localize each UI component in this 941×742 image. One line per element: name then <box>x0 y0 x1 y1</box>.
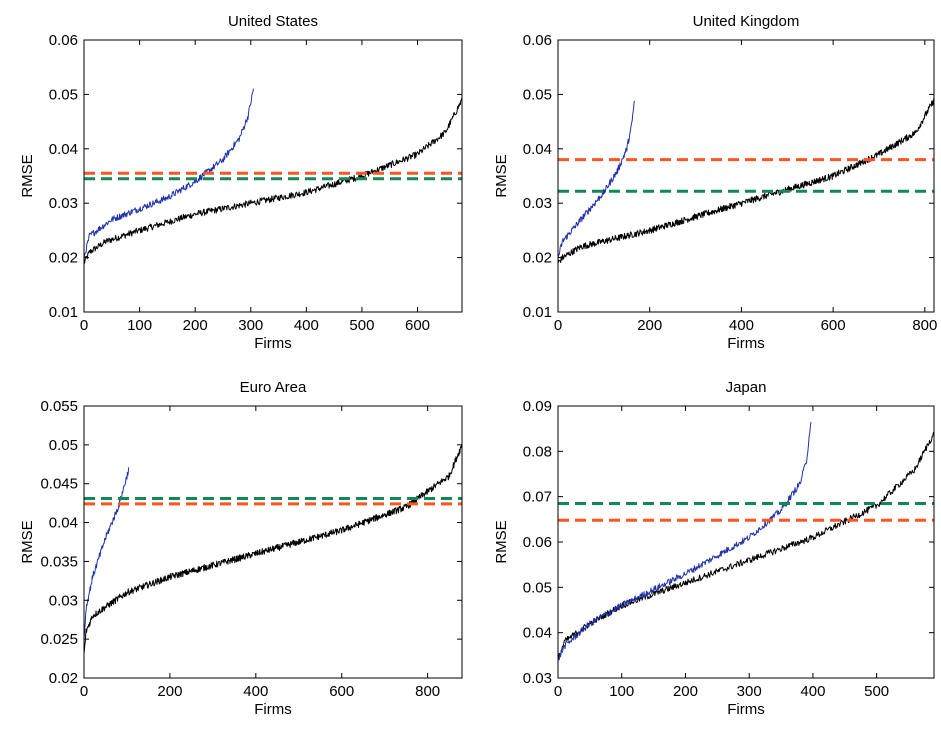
y-tick-label: 0.04 <box>523 625 552 642</box>
x-axis-label: Firms <box>254 335 292 352</box>
y-tick-label: 0.03 <box>523 195 552 212</box>
x-tick-label: 400 <box>729 317 754 334</box>
x-tick-label: 500 <box>864 683 889 700</box>
axes-frame <box>557 39 935 313</box>
x-tick-label: 0 <box>554 317 562 334</box>
x-axis-label: Firms <box>254 701 292 718</box>
x-tick-label: 100 <box>609 683 634 700</box>
y-tick-label: 0.05 <box>523 86 552 103</box>
x-tick-label: 800 <box>415 683 440 700</box>
panel-title: United States <box>228 13 318 30</box>
x-tick-label: 300 <box>238 317 263 334</box>
y-tick-label: 0.03 <box>49 195 78 212</box>
y-tick-label: 0.05 <box>49 86 78 103</box>
x-axis-label: Firms <box>727 335 765 352</box>
series-black-line <box>84 444 462 654</box>
x-tick-label: 200 <box>673 683 698 700</box>
y-axis-label: RMSE <box>19 154 36 197</box>
y-tick-label: 0.09 <box>523 398 552 415</box>
series-black-line <box>84 96 462 264</box>
y-tick-label: 0.04 <box>49 515 78 532</box>
y-tick-label: 0.02 <box>523 250 552 267</box>
panel-japan: 0 100 200 300 400 500 0.03 0.04 0.05 0.06 0.07 0.08… <box>493 379 935 718</box>
y-tick-label: 0.05 <box>523 579 552 596</box>
y-tick-label: 0.03 <box>49 592 78 609</box>
y-tick-label: 0.02 <box>49 670 78 687</box>
panel-euro-area: 0 200 400 600 800 0.02 0.025 0.03 0.035 0.04 0.045… <box>19 379 463 718</box>
y-tick-label: 0.04 <box>49 141 78 158</box>
y-axis-label: RMSE <box>493 520 510 563</box>
panel-united-kingdom: 0 200 400 600 800 0.01 0.02 0.03 0.04 0.05 0.06 Uni… <box>493 13 937 352</box>
x-axis-label: Firms <box>727 701 765 718</box>
y-tick-label: 0.035 <box>40 553 78 570</box>
y-tick-label: 0.05 <box>49 437 78 454</box>
y-tick-label: 0.03 <box>523 670 552 687</box>
x-tick-label: 400 <box>243 683 268 700</box>
x-tick-label: 500 <box>349 317 374 334</box>
x-tick-label: 100 <box>127 317 152 334</box>
x-tick-label: 800 <box>912 317 937 334</box>
series-black-line <box>558 97 934 264</box>
y-tick-label: 0.06 <box>49 32 78 49</box>
x-tick-label: 400 <box>294 317 319 334</box>
y-axis-label: RMSE <box>19 520 36 563</box>
y-tick-label: 0.06 <box>523 32 552 49</box>
x-tick-label: 300 <box>737 683 762 700</box>
axes-frame <box>83 405 463 679</box>
y-tick-label: 0.02 <box>49 250 78 267</box>
y-tick-label: 0.055 <box>40 398 78 415</box>
x-tick-label: 0 <box>80 683 88 700</box>
panel-title: Euro Area <box>240 379 307 396</box>
panel-title: United Kingdom <box>693 13 800 30</box>
y-axis-label: RMSE <box>493 154 510 197</box>
x-tick-label: 600 <box>405 317 430 334</box>
y-tick-label: 0.07 <box>523 489 552 506</box>
y-tick-label: 0.01 <box>49 304 78 321</box>
x-tick-label: 600 <box>821 317 846 334</box>
panel-title: Japan <box>726 379 767 396</box>
x-tick-label: 0 <box>554 683 562 700</box>
axes-frame <box>557 405 935 679</box>
series-blue-line <box>558 421 812 661</box>
x-tick-label: 400 <box>800 683 825 700</box>
x-tick-label: 600 <box>329 683 354 700</box>
panel-united-states: 0 100 200 300 400 500 600 0.01 0.02 0.03 0.04 0.05 0… <box>19 13 463 352</box>
x-tick-label: 0 <box>80 317 88 334</box>
y-tick-label: 0.025 <box>40 631 78 648</box>
y-tick-label: 0.04 <box>523 141 552 158</box>
series-blue-line <box>84 88 255 260</box>
series-blue-line <box>84 467 130 640</box>
y-tick-label: 0.045 <box>40 476 78 493</box>
y-tick-label: 0.06 <box>523 534 552 551</box>
series-black-line <box>558 431 934 659</box>
x-tick-label: 200 <box>183 317 208 334</box>
x-tick-label: 200 <box>157 683 182 700</box>
x-tick-label: 200 <box>637 317 662 334</box>
series-blue-line <box>558 100 636 258</box>
y-tick-label: 0.08 <box>523 443 552 460</box>
axes-frame <box>83 39 463 313</box>
y-tick-label: 0.01 <box>523 304 552 321</box>
